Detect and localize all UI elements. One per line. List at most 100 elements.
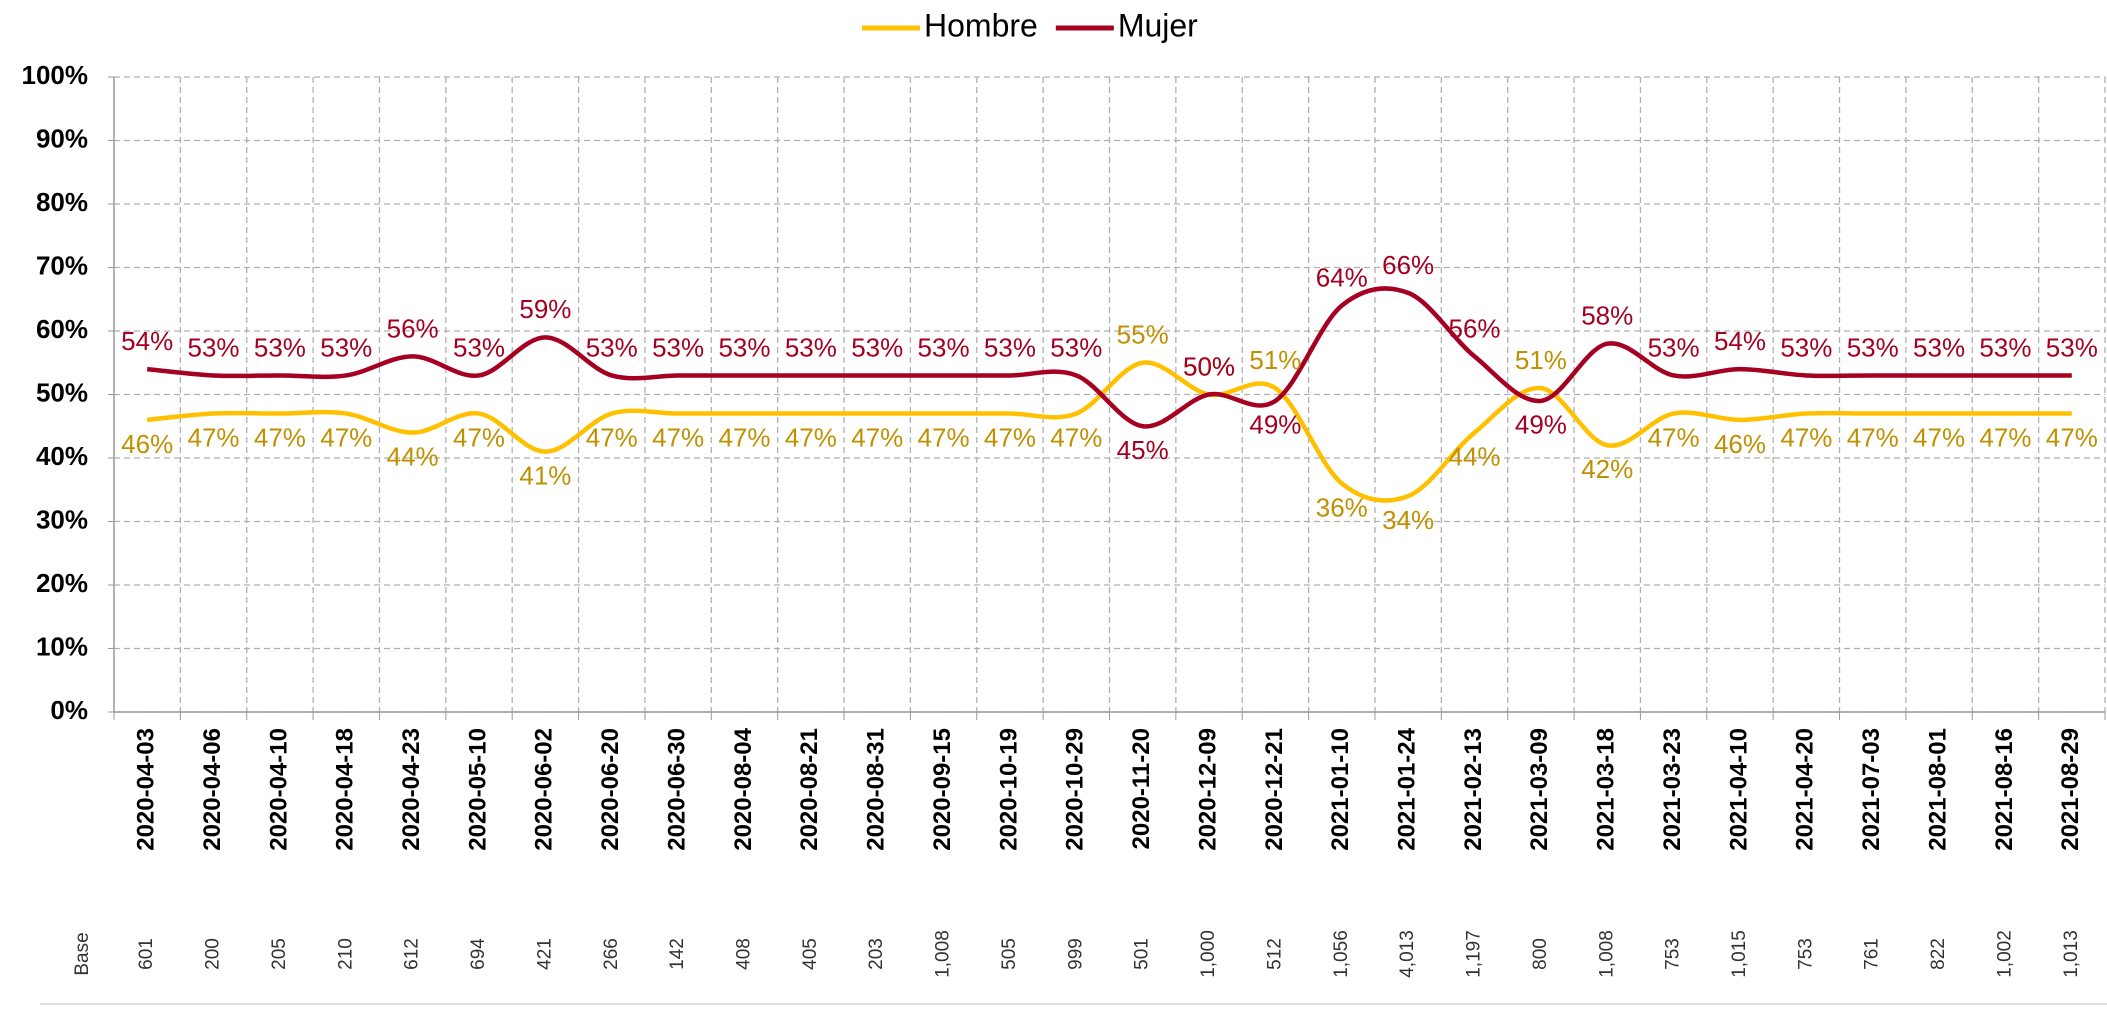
y-tick-label: 40% bbox=[36, 441, 88, 471]
data-label: 45% bbox=[1117, 435, 1169, 465]
data-label: 53% bbox=[453, 332, 505, 362]
base-value: 1,197 bbox=[1464, 930, 1485, 978]
data-label: 51% bbox=[1249, 345, 1301, 375]
x-tick-label: 2020-06-20 bbox=[597, 728, 624, 851]
data-label: 53% bbox=[586, 332, 638, 362]
data-label: 47% bbox=[652, 422, 704, 452]
data-label: 47% bbox=[320, 422, 372, 452]
data-label: 47% bbox=[1913, 422, 1965, 452]
data-label: 34% bbox=[1382, 505, 1434, 535]
data-label: 53% bbox=[652, 332, 704, 362]
base-value: 512 bbox=[1264, 938, 1285, 970]
x-tick-label: 2021-07-03 bbox=[1858, 728, 1885, 851]
x-tick-label: 2020-04-06 bbox=[199, 728, 226, 851]
data-label: 47% bbox=[586, 422, 638, 452]
base-value: 612 bbox=[402, 938, 423, 970]
series-line bbox=[146, 360, 2072, 503]
x-tick-label: 2021-01-24 bbox=[1393, 727, 1420, 850]
base-value: 1,002 bbox=[1994, 930, 2015, 978]
data-label: 47% bbox=[188, 422, 240, 452]
data-label: 54% bbox=[121, 326, 173, 356]
y-tick-label: 20% bbox=[36, 568, 88, 598]
data-label: 55% bbox=[1117, 320, 1169, 350]
data-label: 53% bbox=[718, 332, 770, 362]
x-tick-label: 2021-08-29 bbox=[2057, 728, 2084, 851]
x-tick-label: 2020-08-31 bbox=[863, 728, 890, 851]
data-label: 53% bbox=[1913, 332, 1965, 362]
y-tick-label: 100% bbox=[22, 60, 89, 90]
y-tick-label: 10% bbox=[36, 631, 88, 661]
data-label: 36% bbox=[1316, 492, 1368, 522]
base-value: 4,013 bbox=[1397, 930, 1418, 978]
x-tick-label: 2021-04-20 bbox=[1792, 728, 1819, 851]
base-value: 694 bbox=[468, 938, 489, 970]
base-value: 405 bbox=[800, 938, 821, 970]
data-label: 47% bbox=[984, 422, 1036, 452]
x-tick-label: 2020-11-20 bbox=[1128, 728, 1155, 849]
x-tick-label: 2020-12-09 bbox=[1194, 728, 1221, 851]
x-tick-label: 2020-10-29 bbox=[1062, 728, 1089, 851]
x-tick-label: 2020-06-30 bbox=[663, 728, 690, 851]
base-value: 1,056 bbox=[1331, 930, 1352, 978]
data-label: 66% bbox=[1382, 250, 1434, 280]
x-tick-label: 2020-09-15 bbox=[929, 728, 956, 851]
data-label: 41% bbox=[519, 461, 571, 491]
data-label: 53% bbox=[1780, 332, 1832, 362]
data-label: 47% bbox=[1979, 422, 2031, 452]
data-label: 53% bbox=[1648, 332, 1700, 362]
base-value: 142 bbox=[667, 938, 688, 970]
data-label: 58% bbox=[1581, 301, 1633, 331]
y-tick-label: 60% bbox=[36, 314, 88, 344]
base-value: 505 bbox=[999, 938, 1020, 970]
data-label: 46% bbox=[121, 429, 173, 459]
x-tick-label: 2020-04-10 bbox=[265, 728, 292, 851]
base-value: 822 bbox=[1928, 938, 1949, 970]
x-tick-label: 2020-12-21 bbox=[1261, 728, 1288, 851]
base-value: 203 bbox=[866, 938, 887, 970]
x-tick-label: 2020-04-03 bbox=[133, 728, 160, 851]
base-value: 210 bbox=[335, 938, 356, 970]
y-tick-label: 0% bbox=[50, 695, 88, 725]
data-label: 47% bbox=[2046, 422, 2098, 452]
data-label: 53% bbox=[188, 332, 240, 362]
data-label: 47% bbox=[785, 422, 837, 452]
data-label: 44% bbox=[387, 441, 439, 471]
data-label: 53% bbox=[1979, 332, 2031, 362]
legend-label: Mujer bbox=[1118, 7, 1198, 43]
data-label: 53% bbox=[918, 332, 970, 362]
data-label: 50% bbox=[1183, 351, 1235, 381]
x-tick-label: 2021-01-10 bbox=[1327, 728, 1354, 851]
data-label: 51% bbox=[1515, 345, 1567, 375]
data-label: 47% bbox=[1780, 422, 1832, 452]
base-label: Base bbox=[72, 932, 93, 975]
x-tick-label: 2021-03-18 bbox=[1593, 728, 1620, 851]
base-value: 408 bbox=[733, 938, 754, 970]
base-value: 1,008 bbox=[1596, 930, 1617, 978]
base-value: 1,008 bbox=[933, 930, 954, 978]
data-label: 59% bbox=[519, 294, 571, 324]
base-value: 601 bbox=[136, 938, 157, 970]
series-line bbox=[146, 286, 2072, 429]
x-tick-label: 2020-08-04 bbox=[730, 727, 757, 850]
data-label: 50% bbox=[1183, 351, 1235, 381]
x-tick-label: 2021-08-01 bbox=[1924, 728, 1951, 851]
base-value: 800 bbox=[1530, 938, 1551, 970]
x-tick-label: 2020-06-02 bbox=[531, 728, 558, 851]
y-tick-label: 30% bbox=[36, 504, 88, 534]
base-value: 753 bbox=[1795, 938, 1816, 970]
data-label: 53% bbox=[1050, 332, 1102, 362]
x-tick-label: 2021-02-13 bbox=[1460, 728, 1487, 851]
data-label: 47% bbox=[254, 422, 306, 452]
x-tick-label: 2021-03-23 bbox=[1659, 728, 1686, 851]
base-value: 205 bbox=[269, 938, 290, 970]
y-tick-label: 70% bbox=[36, 250, 88, 280]
data-label: 47% bbox=[1847, 422, 1899, 452]
data-label: 53% bbox=[785, 332, 837, 362]
data-label: 53% bbox=[2046, 332, 2098, 362]
x-tick-label: 2021-08-16 bbox=[1991, 728, 2018, 851]
base-value: 753 bbox=[1663, 938, 1684, 970]
data-label: 46% bbox=[1714, 429, 1766, 459]
data-label: 47% bbox=[1050, 422, 1102, 452]
data-label: 42% bbox=[1581, 454, 1633, 484]
